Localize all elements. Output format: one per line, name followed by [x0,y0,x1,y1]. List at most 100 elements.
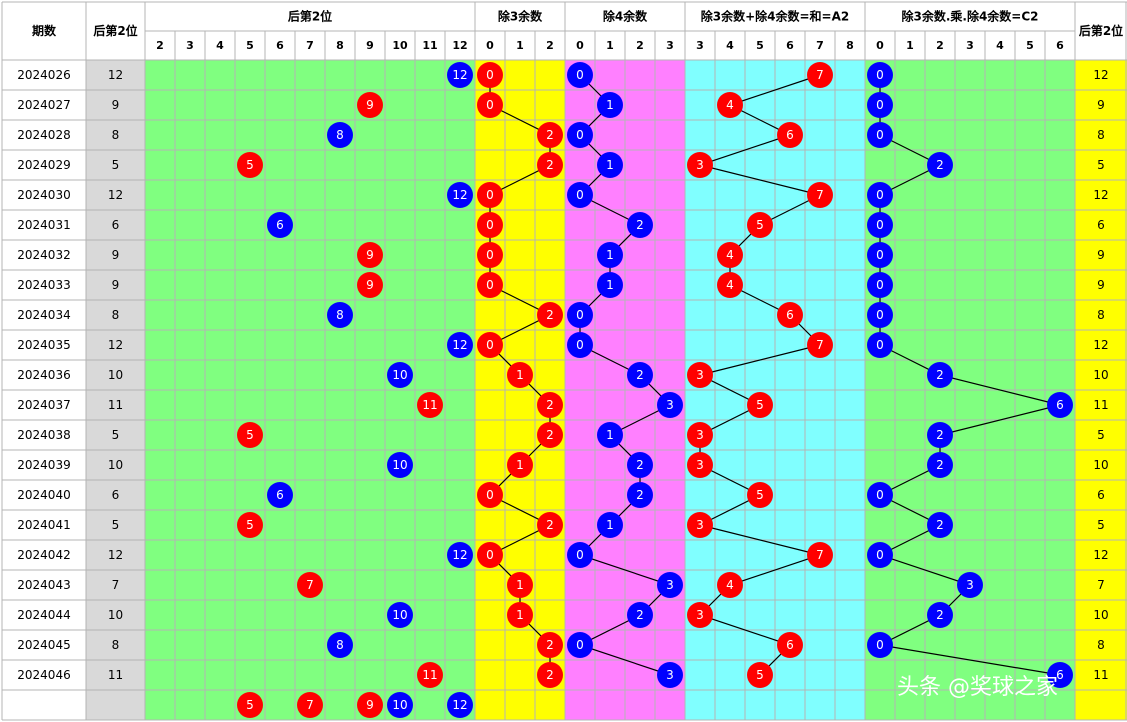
period-cell: 2024028 [17,128,70,142]
mod3-ball-circle [537,422,563,448]
value-ball: 11 [417,392,443,418]
period-cell: 2024046 [17,668,70,682]
subheader-label: 5 [1026,39,1034,52]
value-ball-circle [297,572,323,598]
forecast-ball: 9 [357,692,383,718]
value-ball-label: 12 [452,68,467,82]
sum-ball-label: 5 [756,398,764,412]
value-ball: 6 [267,482,293,508]
mod4-ball-label: 0 [576,188,584,202]
subheader-label: 2 [156,39,164,52]
forecast-ball-label: 5 [246,698,254,712]
product-ball-label: 0 [876,68,884,82]
value-ball-label: 11 [422,668,437,682]
value-ball: 12 [447,542,473,568]
mod3-ball: 0 [477,272,503,298]
mod3-ball: 1 [507,362,533,388]
value-ball-circle [237,512,263,538]
right-value-cell: 8 [1097,638,1105,652]
mod3-ball: 0 [477,212,503,238]
sum-ball-label: 3 [696,608,704,622]
sum-ball: 3 [687,422,713,448]
product-ball-circle [867,302,893,328]
mod3-ball-label: 0 [486,68,494,82]
value-ball: 12 [447,332,473,358]
value-cell: 5 [112,518,120,532]
value-cell: 8 [112,638,120,652]
sum-ball-label: 3 [696,518,704,532]
value-cell: 10 [108,458,123,472]
value-ball-label: 7 [306,578,314,592]
value-ball: 11 [417,662,443,688]
product-ball-circle [867,182,893,208]
product-ball: 0 [867,212,893,238]
value-cell: 11 [108,668,123,682]
header-group-1: 除3余数 [498,9,543,24]
mod3-ball-label: 1 [516,368,524,382]
mod4-ball: 2 [627,482,653,508]
period-cell: 2024039 [17,458,70,472]
mod4-ball-label: 1 [606,428,614,442]
subheader-label: 4 [216,39,224,52]
mod4-ball-circle [567,542,593,568]
sum-ball-circle [747,662,773,688]
product-ball: 2 [927,362,953,388]
mod4-ball-label: 3 [666,398,674,412]
mod3-ball-label: 0 [486,98,494,112]
subheader-label: 3 [186,39,194,52]
value-cell: 9 [112,278,120,292]
mod4-ball-circle [567,332,593,358]
mod4-ball: 3 [657,392,683,418]
value-ball: 6 [267,212,293,238]
value-ball-label: 12 [452,548,467,562]
value-ball-label: 10 [392,458,407,472]
header-value: 后第2位 [93,23,137,38]
sum-ball: 7 [807,182,833,208]
subheader-label: 0 [486,39,494,52]
subheader-label: 4 [726,39,734,52]
sum-ball-circle [687,362,713,388]
value-ball: 8 [327,302,353,328]
period-cell: 2024045 [17,638,70,652]
period-cell: 2024041 [17,518,70,532]
right-value-cell: 9 [1097,278,1105,292]
mod4-ball-circle [627,482,653,508]
sum-ball-label: 4 [726,578,734,592]
mod4-ball: 0 [567,332,593,358]
product-ball: 6 [1047,392,1073,418]
mod4-ball: 0 [567,632,593,658]
mod4-ball: 0 [567,302,593,328]
value-ball-circle [387,602,413,628]
sum-ball: 7 [807,542,833,568]
mod4-ball-label: 2 [636,488,644,502]
mod3-ball-label: 0 [486,188,494,202]
mod3-ball: 0 [477,62,503,88]
value-ball-circle [417,392,443,418]
header-right-value: 后第2位 [1079,23,1123,38]
sum-ball: 7 [807,332,833,358]
forecast-ball-label: 7 [306,698,314,712]
sum-ball-label: 6 [786,128,794,142]
value-ball-circle [447,182,473,208]
value-ball: 8 [327,632,353,658]
mod4-ball-circle [597,152,623,178]
period-cell: 2024032 [17,248,70,262]
value-ball-circle [387,452,413,478]
forecast-ball: 5 [237,692,263,718]
mod4-ball-label: 1 [606,158,614,172]
sum-ball: 6 [777,632,803,658]
value-ball-circle [237,422,263,448]
mod3-ball-label: 1 [516,608,524,622]
right-value-cell: 5 [1097,518,1105,532]
mod3-ball-label: 0 [486,278,494,292]
mod3-ball: 0 [477,542,503,568]
sum-ball-label: 3 [696,428,704,442]
sum-ball-circle [687,422,713,448]
mod3-ball-label: 0 [486,488,494,502]
product-ball-label: 0 [876,548,884,562]
right-value-cell: 8 [1097,128,1105,142]
product-ball-label: 0 [876,248,884,262]
subheader-label: 4 [996,39,1004,52]
